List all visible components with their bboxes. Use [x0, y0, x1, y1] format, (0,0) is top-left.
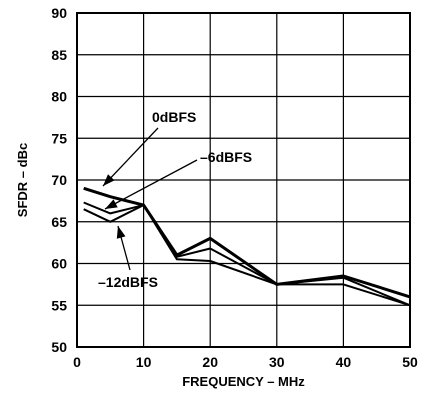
x-tick-label: 0: [73, 354, 81, 370]
series-line-2: [83, 204, 411, 307]
arrow-minus6dbfs: [104, 159, 198, 210]
x-axis-title: FREQUENCY – MHz: [182, 374, 305, 389]
annotation-arrows: [102, 127, 198, 271]
x-tick-label: 50: [402, 354, 418, 370]
y-tick-label: 60: [51, 256, 67, 272]
series-line-0: [83, 186, 411, 299]
arrow-0dbfs: [102, 127, 159, 187]
y-tick-label: 70: [51, 172, 67, 188]
y-tick-label: 75: [51, 130, 67, 146]
y-tick-label: 80: [51, 89, 67, 105]
annotation-minus12dbfs: –12dBFS: [98, 274, 158, 290]
arrow-minus12dbfs: [116, 225, 131, 271]
y-tick-label: 50: [51, 339, 67, 355]
grid: [76, 12, 411, 348]
y-tick-label: 65: [51, 214, 67, 230]
x-tick-label: 40: [336, 354, 352, 370]
x-tick-label: 20: [202, 354, 218, 370]
y-tick-label: 90: [51, 5, 67, 21]
y-tick-label: 55: [51, 297, 67, 313]
annotation-minus6dbfs: –6dBFS: [200, 149, 252, 165]
series-lines: [83, 186, 411, 307]
x-tick-label: 10: [136, 354, 152, 370]
y-tick-label: 85: [51, 47, 67, 63]
tick-labels: 0 10 20 30 40 50 50 55 60 65 70 75 80 85 90: [51, 5, 418, 370]
series-line-1: [83, 201, 411, 307]
y-axis-title: SFDR – dBc: [15, 143, 30, 217]
plot-frame: [76, 12, 411, 348]
x-tick-label: 30: [269, 354, 285, 370]
annotation-0dbfs: 0dBFS: [152, 109, 196, 125]
